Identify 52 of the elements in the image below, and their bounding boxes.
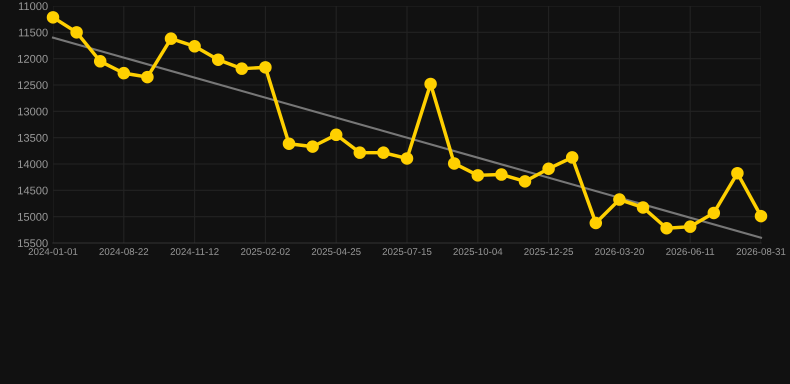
point	[448, 157, 460, 170]
point	[754, 210, 768, 222]
point	[542, 162, 555, 175]
point	[590, 216, 602, 230]
y-tick-label: 14000	[18, 160, 48, 168]
x-tick-label: 2025-04-25	[312, 248, 361, 255]
point	[472, 169, 484, 182]
y-tick-label: 13000	[18, 108, 48, 116]
x-tick-label: 2024-08-22	[99, 248, 148, 255]
y-tick-label: 15000	[18, 212, 48, 221]
point	[118, 66, 130, 80]
point	[660, 222, 673, 235]
point	[636, 201, 650, 214]
y-tick-label: 14500	[18, 186, 48, 194]
point	[377, 146, 390, 159]
y-tick-label: 11000	[18, 2, 48, 10]
point	[330, 128, 342, 142]
point	[424, 78, 437, 90]
point	[94, 55, 106, 68]
point	[731, 166, 744, 180]
x-tick-label: 2026-06-11	[666, 248, 714, 255]
point	[684, 220, 696, 233]
point	[164, 32, 178, 45]
x-tick-label: 2024-01-01	[28, 248, 78, 255]
point	[400, 152, 414, 165]
point	[566, 151, 578, 164]
point	[282, 137, 296, 150]
point	[708, 206, 720, 220]
point	[354, 146, 366, 159]
x-tick-label: 2025-02-02	[241, 248, 290, 255]
point	[236, 62, 248, 75]
y-tick-label: 13500	[18, 134, 48, 142]
x-tick-label: 2024-11-12	[170, 248, 219, 255]
point	[188, 40, 201, 53]
point	[141, 70, 154, 84]
point	[613, 193, 626, 206]
x-tick-label: 2026-08-31	[736, 248, 786, 255]
x-tick-label: 2025-12-25	[524, 248, 574, 255]
point	[495, 168, 508, 181]
point	[70, 26, 83, 39]
y-tick-label: 15500	[18, 239, 48, 248]
x-tick-label: 2025-10-04	[453, 248, 502, 255]
point	[212, 53, 224, 66]
point	[46, 11, 60, 24]
point	[518, 175, 532, 188]
y-tick-label: 12000	[18, 54, 48, 63]
y-tick-label: 12500	[18, 81, 48, 90]
y-tick-label: 11500	[18, 28, 48, 36]
x-tick-label: 2025-07-15	[382, 248, 432, 255]
point	[306, 140, 319, 153]
x-tick-label: 2026-03-20	[595, 248, 644, 255]
point	[259, 61, 272, 74]
